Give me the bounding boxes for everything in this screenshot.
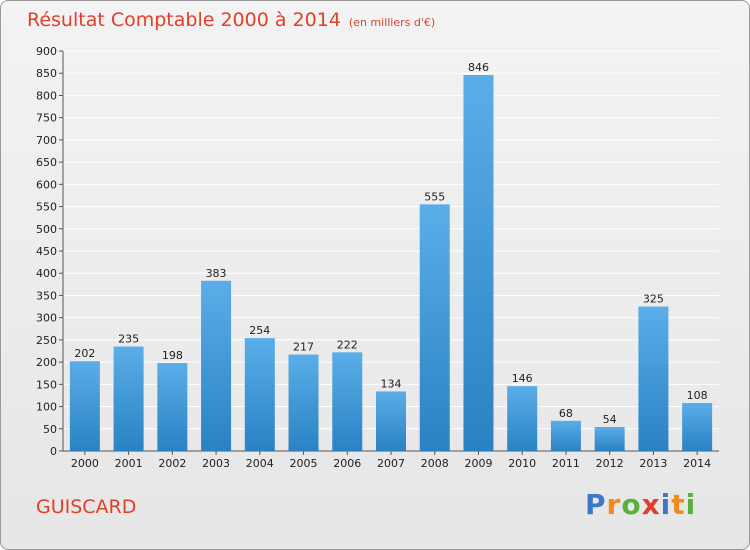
bar-2003 (201, 280, 232, 451)
y-tick-label: 500 (36, 223, 57, 236)
bar-2008 (419, 204, 450, 451)
x-tick-label: 2001 (115, 457, 143, 470)
chart-unit: (en milliers d'€) (348, 16, 436, 29)
y-tick-label: 800 (36, 89, 57, 102)
y-tick-label: 750 (36, 112, 57, 125)
logo-letter: t (671, 488, 686, 521)
bar-2013 (638, 306, 669, 451)
y-tick-label: 150 (36, 378, 57, 391)
x-tick-label: 2007 (377, 457, 405, 470)
y-tick-label: 300 (36, 312, 57, 325)
y-tick-label: 250 (36, 334, 57, 347)
label-layer: 2000 202 2001 235 2002 198 2003 383 2004 254 2005 2… (71, 61, 711, 470)
bar-2007 (376, 391, 406, 451)
commune-name: GUISCARD (36, 496, 137, 518)
value-label: 134 (381, 377, 402, 390)
value-label: 68 (559, 407, 573, 420)
bar-2010 (507, 386, 538, 451)
logo-letter: r (606, 488, 622, 521)
chart-title-text: Résultat Comptable 2000 à 2014 (27, 9, 341, 31)
value-label: 217 (293, 341, 314, 354)
axis-layer: 0 50 100 150 200 250 300 350 400 450 500 550 600 650 7… (36, 45, 719, 458)
x-tick-label: 2008 (421, 457, 449, 470)
y-tick-label: 50 (43, 423, 57, 436)
bar-2012 (594, 427, 625, 451)
x-tick-label: 2011 (552, 457, 580, 470)
y-tick-label: 850 (36, 67, 57, 80)
y-tick-label: 450 (36, 245, 57, 258)
y-tick-label: 650 (36, 156, 57, 169)
bar-2001 (113, 346, 144, 451)
y-tick-label: 600 (36, 178, 57, 191)
bar-2002 (157, 363, 188, 451)
y-tick-label: 550 (36, 201, 57, 214)
x-tick-label: 2002 (158, 457, 186, 470)
chart-title: Résultat Comptable 2000 à 2014 (en millie… (27, 9, 435, 31)
x-tick-label: 2000 (71, 457, 99, 470)
value-label: 108 (687, 389, 708, 402)
x-tick-label: 2004 (246, 457, 274, 470)
bar-2011 (550, 420, 581, 451)
value-label: 202 (74, 347, 95, 360)
bar-layer (69, 75, 713, 451)
value-label: 222 (337, 338, 358, 351)
value-label: 846 (468, 61, 489, 74)
y-tick-label: 400 (36, 267, 57, 280)
x-tick-label: 2014 (683, 457, 711, 470)
y-tick-label: 0 (50, 445, 57, 458)
value-label: 146 (512, 372, 533, 385)
logo-letter: i (660, 488, 672, 521)
bar-2009 (463, 75, 494, 451)
logo-letter: i (685, 488, 697, 521)
value-label: 198 (162, 349, 183, 362)
y-tick-label: 200 (36, 356, 57, 369)
bar-2014 (682, 403, 713, 451)
x-tick-label: 2006 (333, 457, 361, 470)
y-tick-label: 350 (36, 289, 57, 302)
value-label: 254 (249, 324, 270, 337)
bar-2004 (244, 338, 275, 451)
x-tick-label: 2009 (464, 457, 492, 470)
value-label: 383 (206, 267, 227, 280)
y-tick-label: 100 (36, 401, 57, 414)
x-tick-label: 2005 (290, 457, 318, 470)
bar-2006 (332, 352, 363, 451)
value-label: 555 (424, 190, 445, 203)
x-tick-label: 2003 (202, 457, 230, 470)
value-label: 325 (643, 293, 664, 306)
x-tick-label: 2013 (639, 457, 667, 470)
logo-letter: P (585, 488, 607, 521)
bar-2005 (288, 354, 319, 451)
proxiti-logo: Proxiti (585, 488, 696, 521)
y-tick-label: 900 (36, 45, 57, 58)
x-tick-label: 2010 (508, 457, 536, 470)
value-label: 235 (118, 333, 139, 346)
logo-letter: x (641, 488, 661, 521)
bar-2000 (69, 361, 100, 451)
x-tick-label: 2012 (596, 457, 624, 470)
logo-letter: o (621, 488, 642, 521)
y-tick-label: 700 (36, 134, 57, 147)
value-label: 54 (603, 413, 617, 426)
